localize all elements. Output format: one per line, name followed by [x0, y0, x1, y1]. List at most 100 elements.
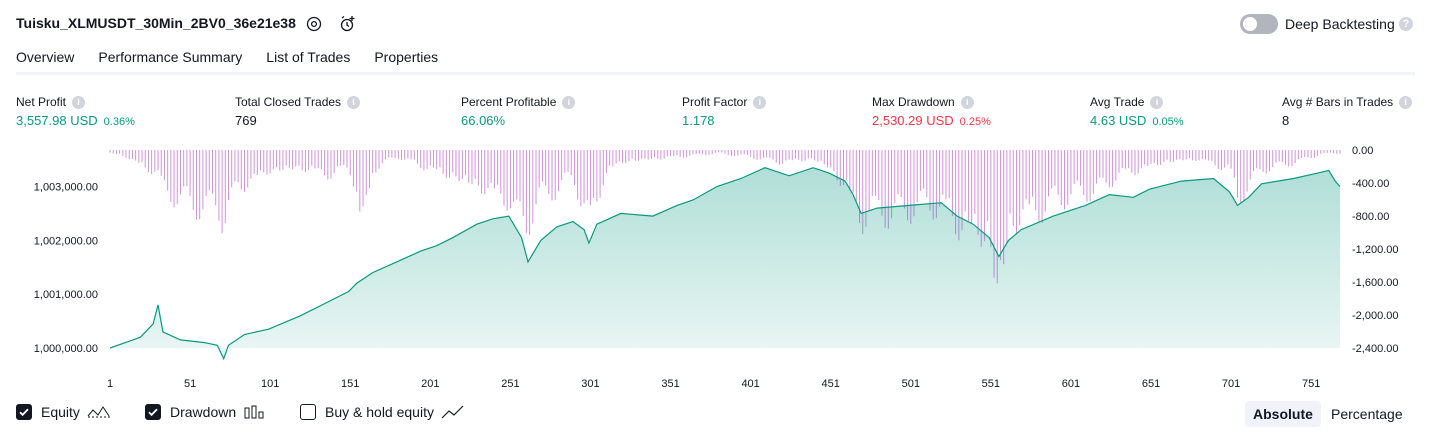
x-axis-tick: 101 — [261, 378, 279, 390]
metric-percent: 0.05% — [1152, 116, 1184, 128]
equity-area — [110, 167, 1340, 359]
metric-value-avg-trade: 4.63 USD 0.05% — [1090, 113, 1184, 128]
right-axis-tick: -800.00 — [1352, 211, 1389, 223]
check-icon — [19, 408, 29, 417]
x-axis-tick: 401 — [741, 378, 759, 390]
x-axis-tick: 701 — [1222, 378, 1240, 390]
metric-value-net-profit: 3,557.98 USD 0.36% — [16, 113, 135, 128]
metric-label-text: Max Drawdown — [872, 95, 955, 109]
legend-drawdown-label: Drawdown — [170, 404, 237, 420]
metric-value-avg-bars-in-trades: 8 — [1282, 113, 1289, 128]
strategy-title: Tuisku_XLMUSDT_30Min_2BV0_36e21e38 — [16, 15, 296, 31]
mode-percentage-button[interactable]: Percentage — [1331, 406, 1403, 422]
legend-equity[interactable]: Equity — [16, 404, 111, 420]
deep-backtesting-toggle[interactable] — [1240, 14, 1278, 34]
x-axis: 1 51 101 151 201 251 301 351 401 451 501 551 601 651 7… — [107, 378, 1320, 390]
x-axis-tick: 51 — [184, 378, 196, 390]
x-axis-tick: 551 — [982, 378, 1000, 390]
buy-hold-checkbox[interactable] — [300, 404, 316, 420]
metric-label-net-profit: Net Profit i — [16, 95, 86, 109]
left-axis-tick: 1,003,000.00 — [34, 182, 98, 194]
metric-value-text: 2,530.29 USD — [872, 113, 954, 128]
right-axis-tick: -1,200.00 — [1352, 244, 1398, 256]
drawdown-checkbox[interactable] — [145, 404, 161, 420]
right-axis-tick: -1,600.00 — [1352, 277, 1398, 289]
x-axis-tick: 251 — [501, 378, 519, 390]
legend-equity-label: Equity — [41, 404, 80, 420]
x-axis-tick: 451 — [822, 378, 840, 390]
info-icon[interactable]: i — [753, 95, 767, 109]
add-alert-icon[interactable] — [338, 14, 358, 34]
metric-label-text: Avg Trade — [1090, 95, 1145, 109]
equity-drawdown-chart: 1,003,000.00 1,002,000.00 1,001,000.00 1,00… — [34, 145, 1399, 390]
metric-value-text: 4.63 USD — [1090, 113, 1147, 128]
metric-label-profit-factor: Profit Factor i — [682, 95, 767, 109]
info-icon[interactable]: i — [1399, 95, 1413, 109]
tab-bar: Overview Performance Summary List of Tra… — [16, 49, 462, 75]
metric-percent: 0.25% — [959, 116, 991, 128]
settings-icon[interactable] — [304, 14, 324, 34]
x-axis-tick: 151 — [341, 378, 359, 390]
metric-value-text: 3,557.98 USD — [16, 113, 98, 128]
left-axis-tick: 1,000,000.00 — [34, 343, 98, 355]
tab-divider — [16, 72, 1415, 75]
left-axis-tick: 1,001,000.00 — [34, 289, 98, 301]
check-icon — [148, 408, 158, 417]
metric-value-percent-profitable: 66.06% — [461, 113, 505, 128]
right-axis-tick: -400.00 — [1352, 178, 1389, 190]
toggle-knob — [1243, 17, 1257, 31]
metric-label-avg-bars-in-trades: Avg # Bars in Trades i — [1282, 95, 1413, 109]
tab-overview[interactable]: Overview — [16, 49, 75, 75]
x-axis-tick: 501 — [902, 378, 920, 390]
x-axis-tick: 201 — [421, 378, 439, 390]
drawdown-series-icon — [244, 405, 264, 419]
mode-absolute-button[interactable]: Absolute — [1245, 401, 1321, 427]
metric-label-text: Percent Profitable — [461, 95, 557, 109]
right-axis-tick: -2,000.00 — [1352, 310, 1398, 322]
right-axis-tick: 0.00 — [1352, 145, 1373, 157]
buy-hold-series-icon — [441, 405, 464, 419]
info-icon[interactable]: i — [72, 95, 86, 109]
x-axis-tick: 601 — [1062, 378, 1080, 390]
metric-label-text: Net Profit — [16, 95, 67, 109]
x-axis-tick: 751 — [1302, 378, 1320, 390]
metric-value-max-drawdown: 2,530.29 USD 0.25% — [872, 113, 991, 128]
help-icon[interactable]: ? — [1399, 17, 1413, 31]
left-axis: 1,003,000.00 1,002,000.00 1,001,000.00 1,00… — [34, 182, 98, 355]
x-axis-tick: 1 — [107, 378, 113, 390]
metric-value-text: 769 — [235, 113, 257, 128]
metric-value-text: 1.178 — [682, 113, 715, 128]
metric-label-text: Avg # Bars in Trades — [1282, 95, 1394, 109]
right-axis-tick: -2,400.00 — [1352, 343, 1398, 355]
info-icon[interactable]: i — [562, 95, 576, 109]
deep-backtesting-label: Deep Backtesting — [1285, 16, 1395, 32]
legend-buy-hold-label: Buy & hold equity — [325, 404, 434, 420]
metric-label-text: Total Closed Trades — [235, 95, 342, 109]
legend-drawdown[interactable]: Drawdown — [145, 404, 265, 420]
x-axis-tick: 301 — [581, 378, 599, 390]
metric-label-max-drawdown: Max Drawdown i — [872, 95, 974, 109]
tab-performance-summary[interactable]: Performance Summary — [98, 49, 243, 65]
x-axis-tick: 351 — [661, 378, 679, 390]
metric-label-percent-profitable: Percent Profitable i — [461, 95, 576, 109]
right-axis: 0.00 -400.00 -800.00 -1,200.00 -1,600.00 -2,0… — [1352, 145, 1398, 355]
metric-label-text: Profit Factor — [682, 95, 748, 109]
metric-value-profit-factor: 1.178 — [682, 113, 715, 128]
equity-series-icon — [87, 406, 110, 418]
x-axis-tick: 651 — [1142, 378, 1160, 390]
tab-list-of-trades[interactable]: List of Trades — [266, 49, 351, 65]
equity-line — [109, 167, 1341, 361]
metric-percent: 0.36% — [103, 116, 135, 128]
info-icon[interactable]: i — [960, 95, 974, 109]
info-icon[interactable]: i — [1150, 95, 1164, 109]
metric-label-total-closed-trades: Total Closed Trades i — [235, 95, 361, 109]
metric-value-total-closed-trades: 769 — [235, 113, 257, 128]
equity-checkbox[interactable] — [16, 404, 32, 420]
metric-value-text: 8 — [1282, 113, 1290, 128]
info-icon[interactable]: i — [347, 95, 361, 109]
tab-properties[interactable]: Properties — [374, 49, 439, 65]
legend-buy-hold[interactable]: Buy & hold equity — [300, 404, 465, 420]
drawdown-bars — [109, 150, 1341, 284]
metric-label-avg-trade: Avg Trade i — [1090, 95, 1164, 109]
left-axis-tick: 1,002,000.00 — [34, 235, 98, 247]
